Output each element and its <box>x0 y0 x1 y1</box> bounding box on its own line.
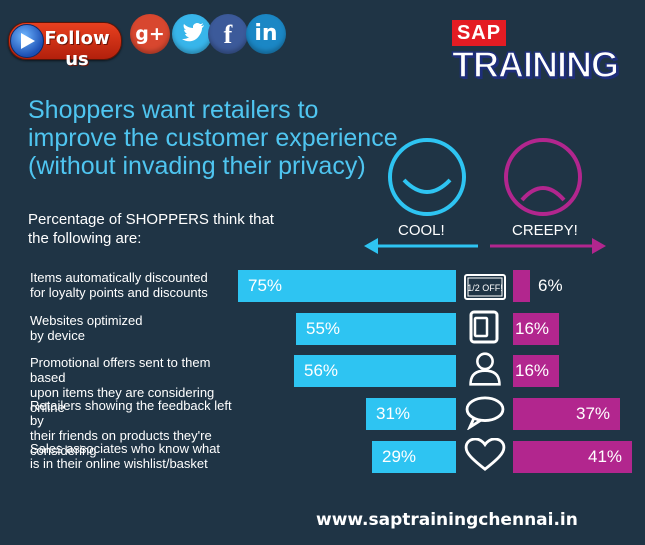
cool-bar <box>366 398 456 430</box>
cool-bar <box>238 270 456 302</box>
creepy-value-label: 16% <box>515 361 550 380</box>
category-label-line: is in their online wishlist/basket <box>30 456 208 471</box>
creepy-bar <box>513 270 530 302</box>
category-label: Retailers showing the feedback left by th… <box>30 398 240 458</box>
twitter-bird-icon <box>182 22 204 42</box>
play-arrow-icon <box>10 24 44 58</box>
cool-value-label: 29% <box>382 447 417 466</box>
creepy-bar <box>513 355 559 387</box>
creepy-value-label: 6% <box>538 276 563 295</box>
cool-value-label: 75% <box>248 276 283 295</box>
chart-subtitle: Percentage of SHOPPERS think that the fo… <box>28 211 274 247</box>
category-label-line: their friends on products they're consid… <box>30 428 212 458</box>
device-icon <box>469 310 499 344</box>
twitter-icon[interactable] <box>172 14 212 54</box>
cool-value-label: 56% <box>304 361 339 380</box>
creepy-value-label: 16% <box>515 319 550 338</box>
category-label-line: Sales associates who know what <box>30 441 221 456</box>
cool-bar <box>296 313 456 345</box>
legend-creepy-label: CREEPY! <box>512 222 578 239</box>
website-url[interactable]: www.saptrainingchennai.in <box>316 510 578 530</box>
creepy-arrow-icon <box>490 238 606 254</box>
category-label: Websites optimized by device <box>30 313 240 343</box>
cool-arrow-icon <box>364 238 478 254</box>
cool-value-label: 31% <box>376 404 411 423</box>
category-label: Promotional offers sent to them based upo… <box>30 355 240 415</box>
google-plus-glyph: g+ <box>135 23 165 45</box>
discount-tag-icon: 1/2 OFF! <box>464 274 506 300</box>
cool-value-label: 55% <box>306 319 341 338</box>
training-logo-text: TRAINING <box>451 43 620 86</box>
chart-title: Shoppers want retailers to improve the c… <box>28 96 398 180</box>
category-label: Sales associates who know what is in thei… <box>30 441 240 471</box>
person-icon <box>469 352 501 386</box>
sap-logo: SAP <box>452 20 506 46</box>
creepy-bar <box>513 441 632 473</box>
discount-tag-text: 1/2 OFF! <box>467 283 503 293</box>
linkedin-glyph: in <box>254 21 278 46</box>
creepy-value-label: 41% <box>588 447 623 466</box>
category-label-line: Items automatically discounted <box>30 270 208 285</box>
category-label-line: for loyalty points and discounts <box>30 285 208 300</box>
linkedin-icon[interactable]: in <box>246 14 286 54</box>
cool-bar <box>294 355 456 387</box>
creepy-bar <box>513 313 559 345</box>
google-plus-icon[interactable]: g+ <box>130 14 170 54</box>
sad-face-icon <box>504 138 582 216</box>
facebook-glyph: f <box>223 20 233 49</box>
category-label-line: upon items they are considering online <box>30 385 215 415</box>
category-label-line: by device <box>30 328 85 343</box>
creepy-value-label: 37% <box>576 404 611 423</box>
legend-cool-label: COOL! <box>398 222 445 239</box>
facebook-icon[interactable]: f <box>208 14 248 54</box>
speech-bubble-icon <box>465 396 505 430</box>
legend-graphic <box>364 138 606 254</box>
follow-us-label: Follow us <box>44 28 110 70</box>
category-label-line: Retailers showing the feedback left by <box>30 398 232 428</box>
category-label-line: Websites optimized <box>30 313 143 328</box>
cool-bar <box>372 441 456 473</box>
happy-face-icon <box>388 138 466 216</box>
heart-icon <box>464 438 506 471</box>
category-label-line: Promotional offers sent to them based <box>30 355 211 385</box>
creepy-bar <box>513 398 620 430</box>
category-label: Items automatically discounted for loyalt… <box>30 270 240 300</box>
